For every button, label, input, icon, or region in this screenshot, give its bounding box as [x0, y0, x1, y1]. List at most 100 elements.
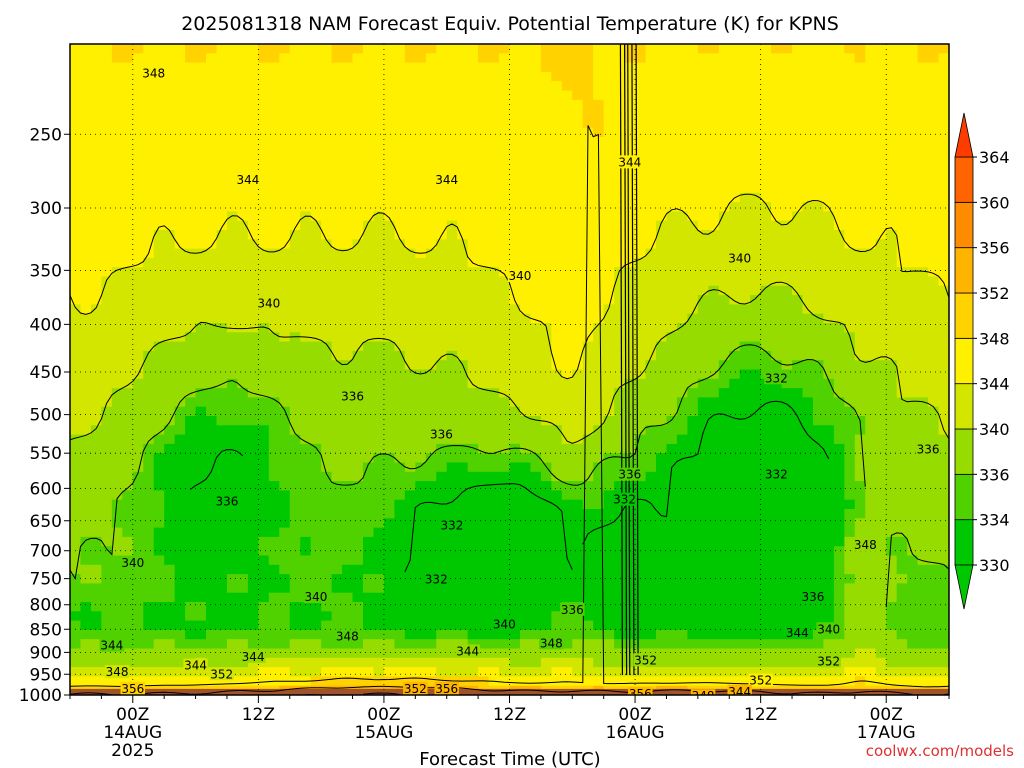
field-cell: [718, 425, 730, 436]
field-cell: [645, 118, 657, 129]
field-cell: [666, 574, 678, 584]
field-cell: [268, 378, 280, 389]
field-cell: [331, 583, 343, 594]
field-cell: [436, 53, 448, 64]
field-cell: [404, 118, 416, 129]
field-cell: [750, 230, 762, 240]
field-cell: [603, 518, 615, 529]
field-cell: [708, 509, 720, 519]
field-cell: [90, 71, 102, 82]
field-cell: [729, 174, 741, 185]
field-cell: [237, 341, 249, 352]
field-cell: [519, 164, 532, 175]
field-cell: [436, 202, 448, 212]
field-cell: [300, 657, 312, 668]
field-cell: [499, 592, 511, 603]
field-cell: [718, 564, 730, 575]
field-cell: [446, 146, 458, 157]
field-cell: [739, 592, 751, 603]
field-cell: [446, 53, 458, 64]
field-cell: [174, 406, 186, 417]
field-cell: [467, 183, 479, 194]
field-cell: [268, 481, 280, 491]
field-cell: [781, 518, 793, 529]
field-cell: [101, 313, 113, 324]
field-cell: [342, 574, 354, 584]
field-cell: [624, 481, 636, 491]
field-cell: [530, 304, 542, 315]
field-cell: [195, 109, 207, 119]
field-cell: [237, 276, 249, 287]
field-cell: [478, 583, 490, 594]
field-cell: [697, 369, 709, 380]
field-cell: [206, 397, 218, 408]
field-cell: [342, 583, 354, 594]
field-cell: [666, 546, 678, 557]
field-cell: [206, 81, 218, 92]
field-cell: [488, 53, 500, 64]
field-cell: [153, 137, 165, 147]
field-cell: [425, 518, 437, 529]
field-cell: [289, 397, 301, 408]
field-cell: [237, 164, 249, 175]
field-cell: [111, 71, 123, 82]
field-cell: [614, 62, 626, 73]
field-cell: [415, 62, 427, 73]
field-cell: [268, 648, 280, 659]
field-cell: [509, 527, 521, 538]
field-cell: [760, 44, 772, 54]
field-cell: [342, 592, 354, 603]
field-cell: [750, 295, 762, 305]
field-cell: [676, 332, 688, 343]
field-cell: [425, 155, 437, 166]
field-cell: [729, 434, 741, 445]
field-cell: [457, 127, 469, 138]
field-cell: [718, 304, 730, 315]
field-cell: [436, 592, 448, 603]
field-cell: [739, 546, 751, 557]
field-cell: [519, 620, 532, 631]
field-cell: [457, 164, 469, 175]
field-cell: [551, 648, 563, 659]
field-cell: [457, 434, 469, 445]
field-cell: [530, 555, 542, 566]
field-cell: [216, 202, 228, 212]
field-cell: [415, 639, 427, 650]
field-cell: [771, 527, 783, 538]
field-cell: [614, 509, 626, 519]
field-cell: [415, 546, 427, 557]
field-cell: [687, 248, 699, 259]
field-cell: [268, 90, 280, 101]
field-cell: [551, 369, 563, 380]
field-cell: [195, 369, 207, 380]
field-cell: [509, 118, 521, 129]
field-cell: [195, 378, 207, 389]
field-cell: [111, 453, 123, 464]
field-cell: [656, 369, 668, 380]
field-cell: [739, 90, 751, 101]
field-cell: [635, 248, 647, 259]
field-cell: [771, 434, 783, 445]
field-cell: [247, 267, 259, 278]
field-cell: [153, 574, 165, 584]
field-cell: [729, 109, 741, 119]
field-cell: [226, 574, 239, 584]
field-cell: [666, 127, 678, 138]
field-cell: [792, 276, 804, 287]
field-cell: [687, 416, 699, 426]
field-cell: [697, 239, 709, 250]
field-cell: [70, 434, 82, 445]
field-cell: [80, 471, 92, 482]
field-cell: [122, 192, 134, 203]
field-cell: [342, 99, 354, 110]
field-cell: [666, 509, 678, 519]
field-cell: [226, 192, 239, 203]
field-cell: [792, 388, 804, 398]
field-cell: [708, 174, 720, 185]
field-cell: [540, 360, 552, 371]
field-cell: [404, 536, 416, 547]
field-cell: [195, 471, 207, 482]
field-cell: [697, 453, 709, 464]
field-cell: [540, 620, 552, 631]
field-cell: [404, 667, 416, 677]
